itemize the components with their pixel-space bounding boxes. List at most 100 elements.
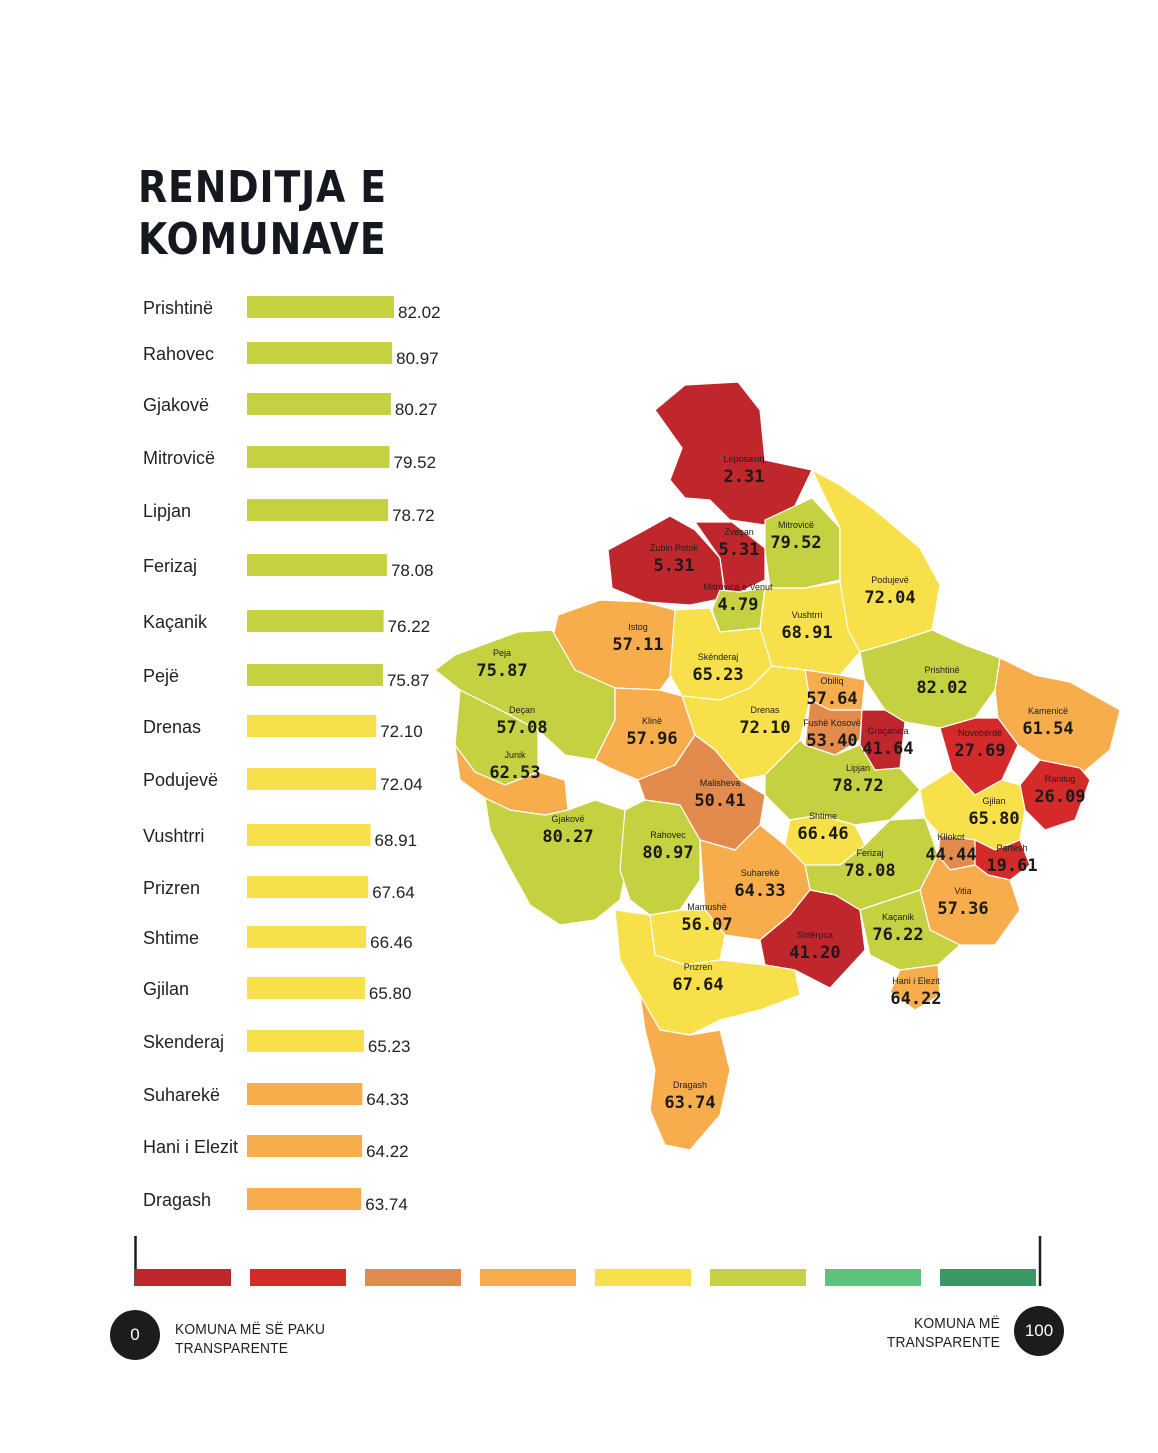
- map-region-name: Klinë: [642, 716, 662, 726]
- scale-segment: [135, 1269, 231, 1286]
- scale-segment: [250, 1269, 346, 1286]
- bar: [247, 393, 391, 415]
- map-region-name: Deçan: [509, 705, 535, 715]
- bar: [247, 768, 377, 790]
- bar-value-label: 66.46: [370, 933, 413, 952]
- map-region-value: 57.11: [612, 635, 663, 655]
- map-region-value: 80.27: [542, 827, 593, 847]
- color-scale-legend: [134, 1236, 1042, 1286]
- bar-category-label: Ferizaj: [143, 556, 197, 576]
- bar-value-label: 67.64: [372, 883, 415, 902]
- map-region-name: Ranilug: [1045, 774, 1076, 784]
- map-region-value: 4.79: [718, 595, 759, 615]
- map-region-value: 57.64: [806, 689, 857, 709]
- map-region-name: Mamushë: [687, 902, 727, 912]
- bar-category-label: Gjakovë: [143, 395, 209, 415]
- bar-value-label: 78.08: [391, 561, 434, 580]
- bar-value-label: 64.33: [366, 1090, 409, 1109]
- map-region-value: 27.69: [954, 741, 1005, 761]
- map-region-name: Kllokot: [937, 832, 965, 842]
- map-region-name: Mitrovica e Venut: [703, 582, 773, 592]
- map-region-value: 50.41: [694, 791, 745, 811]
- map-region-name: Drenas: [750, 705, 780, 715]
- map-region-value: 72.04: [864, 588, 915, 608]
- bar-category-label: Prizren: [143, 878, 200, 898]
- map-region-name: Partesh: [996, 843, 1027, 853]
- bar: [247, 296, 394, 318]
- map-region-value: 78.72: [832, 776, 883, 796]
- bar-category-label: Pejë: [143, 666, 179, 686]
- map-region-hani-i-elezit: [889, 964, 941, 1011]
- map-region-rahovec: [619, 799, 701, 916]
- map-region-value: 78.08: [844, 861, 895, 881]
- bar-category-label: Drenas: [143, 717, 201, 737]
- bar: [247, 446, 390, 468]
- bar: [247, 824, 371, 846]
- map-region-name: Fushë Kosovë: [803, 718, 861, 728]
- bar: [247, 342, 393, 364]
- bar-category-label: Dragash: [143, 1190, 211, 1210]
- bar-value-label: 80.97: [396, 349, 439, 368]
- map-region-value: 65.23: [692, 665, 743, 685]
- map-region-value: 2.31: [724, 467, 765, 487]
- map-region-value: 53.40: [806, 731, 857, 751]
- map-region-value: 63.74: [664, 1093, 715, 1113]
- bar: [247, 499, 389, 521]
- map-region-mitrovic-: [764, 497, 841, 589]
- map-region-name: Kaçanik: [882, 912, 915, 922]
- map-region-name: Kamenicë: [1028, 706, 1068, 716]
- map-region-name: Prishtinë: [924, 665, 959, 675]
- most-transparent-label: KOMUNA MË TRANSPARENTE: [886, 1315, 1000, 1351]
- map-region-name: Zubin Potok: [650, 543, 699, 553]
- map-region-name: Gjakovë: [551, 814, 584, 824]
- map-region-dragash: [639, 994, 731, 1151]
- map-region-name: Hani i Elezit: [892, 976, 940, 986]
- bar-category-label: Podujevë: [143, 770, 218, 790]
- bar-category-label: Lipjan: [143, 501, 191, 521]
- ranking-bar-chart: Prishtinë 82.02 Rahovec 80.97 Gjakovë 80.27 Mi…: [143, 296, 441, 1214]
- scale-segment: [710, 1269, 806, 1286]
- scale-segment: [480, 1269, 576, 1286]
- bar-category-label: Shtime: [143, 928, 199, 948]
- map-region-value: 41.64: [862, 739, 913, 759]
- map-region-value: 76.22: [872, 925, 923, 945]
- map-region-value: 65.80: [968, 809, 1019, 829]
- map-region-value: 26.09: [1034, 787, 1085, 807]
- title-line-2: KOMUNAVE: [138, 214, 387, 265]
- map-region-zve-an: [694, 521, 766, 593]
- bar-value-label: 72.10: [380, 722, 423, 741]
- map-region-name: Dragash: [673, 1080, 707, 1090]
- least-transparent-label: KOMUNA MË SË PAKU TRANSPARENTE: [175, 1321, 326, 1357]
- bar: [247, 1030, 364, 1052]
- map-region-name: Graçanica: [867, 726, 908, 736]
- map-region-value: 64.22: [890, 989, 941, 1009]
- map-region-value: 72.10: [739, 718, 790, 738]
- map-region-name: Gjilan: [982, 796, 1005, 806]
- bar: [247, 1135, 363, 1157]
- map-region-name: Prizren: [684, 962, 713, 972]
- bar: [247, 715, 377, 737]
- scale-segment: [595, 1269, 691, 1286]
- map-region-name: Vitia: [954, 886, 971, 896]
- bar-value-label: 75.87: [387, 671, 430, 690]
- bar-category-label: Rahovec: [143, 344, 214, 364]
- bar-category-label: Prishtinë: [143, 298, 213, 318]
- scale-segment: [825, 1269, 921, 1286]
- map-region-name: Novobërdë: [958, 728, 1002, 738]
- map-region-value: 5.31: [719, 540, 760, 560]
- bar: [247, 1188, 362, 1210]
- map-region-value: 80.97: [642, 843, 693, 863]
- map-region-name: Shtime: [809, 811, 837, 821]
- bar-category-label: Gjilan: [143, 979, 189, 999]
- bar-value-label: 76.22: [388, 617, 431, 636]
- bar-value-label: 68.91: [375, 831, 418, 850]
- map-region-ka-anik: [859, 889, 961, 971]
- map-region-name: Istog: [628, 622, 648, 632]
- title-line-1: RENDITJA E: [138, 162, 387, 213]
- bar-value-label: 65.80: [369, 984, 412, 1003]
- map-region-value: 61.54: [1022, 719, 1073, 739]
- bar-category-label: Suharekë: [143, 1085, 220, 1105]
- page-title: RENDITJA E KOMUNAVE: [138, 162, 413, 266]
- bar: [247, 977, 365, 999]
- bar: [247, 1083, 363, 1105]
